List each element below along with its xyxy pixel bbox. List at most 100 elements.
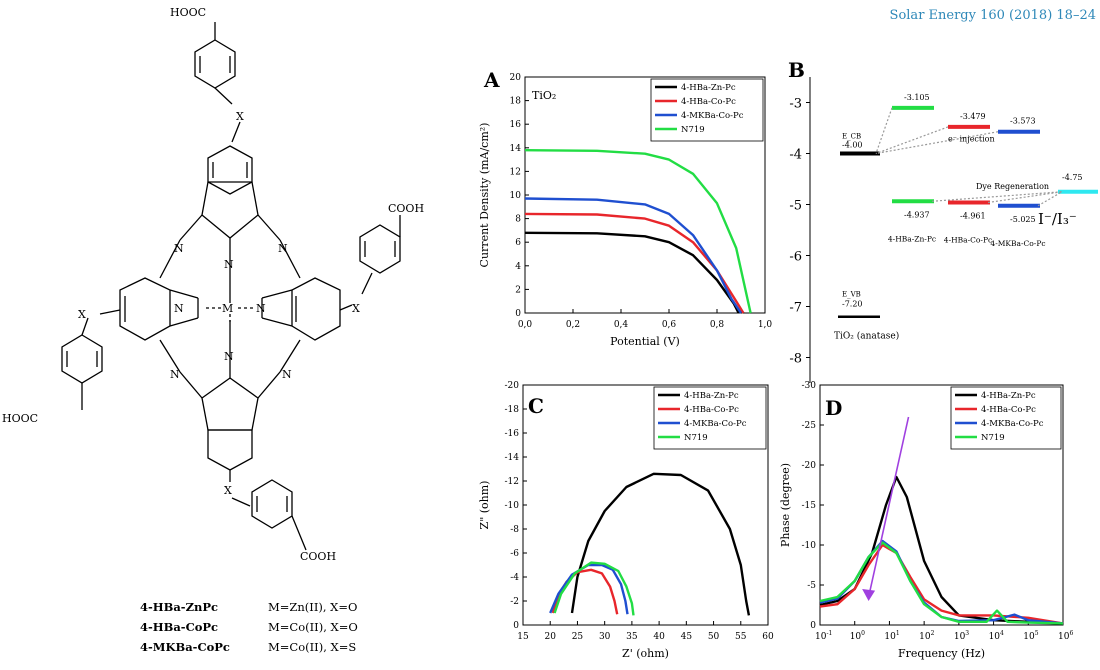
homo-value: -5.025 [1010, 215, 1036, 224]
series-line [524, 149, 752, 314]
cooh-bottom-label: COOH [300, 550, 336, 563]
y-tick-label: -10 [802, 541, 817, 551]
annotation-label: TiO₂ [532, 89, 556, 102]
series-line [819, 543, 1064, 625]
regeneration-label: Dye Regeneration [976, 182, 1049, 191]
y-tick-label: 18 [510, 97, 522, 107]
series-line [524, 197, 742, 314]
legend-label: 4-MKBa-Co-Pc [981, 419, 1044, 429]
x-tick-label: 55 [735, 632, 747, 642]
homo-value: -4.961 [960, 212, 986, 221]
trend-arrow [867, 416, 910, 598]
series-line [553, 561, 635, 616]
n-label: N [170, 368, 180, 381]
x-tick-exponent: 5 [1035, 630, 1039, 637]
phthalocyanine-structure: HOOC X COOH X X HOOC X COOH N N N N N M … [2, 6, 424, 563]
panel-a-jv-chart: A 0,0 0,2 0,4 0,6 0,8 1,0 0 2 4 6 8 10 12 14 16 18 20 Pote… [478, 68, 773, 348]
x-tick-label: 0,2 [566, 320, 580, 330]
y-tick-label: 10 [510, 191, 522, 201]
y-tick-label: 0 [515, 309, 521, 319]
legend-box [950, 386, 1062, 450]
y-tick-label: 8 [515, 215, 521, 225]
injection-path [875, 107, 893, 154]
x-bottom-label: X [224, 484, 232, 497]
y-tick-label: -4 [510, 573, 519, 583]
y-tick-label: -18 [505, 405, 520, 415]
y-tick-label: 14 [510, 144, 522, 154]
panel-letter: B [788, 58, 805, 82]
x-tick-label: 106 [1058, 630, 1073, 642]
legend-label: 4-HBa-Co-Pc [684, 405, 739, 415]
x-tick-label: 0,0 [518, 320, 533, 330]
regeneration-path [931, 191, 1063, 202]
compound-desc: M=Zn(II), X=O [268, 600, 358, 614]
n-label: N [174, 242, 184, 255]
regeneration-path [1037, 191, 1063, 207]
n-label: N [282, 368, 292, 381]
n-label: N [278, 242, 288, 255]
tio2-label: TiO₂ (anatase) [834, 331, 899, 342]
panel-d-bode-chart: D10-1 100 101 102 103 104 105 1060-5-10-15-20-2… [779, 381, 1073, 660]
x-tick-exponent: 4 [1000, 630, 1004, 637]
y-tick-label: -15 [802, 501, 817, 511]
x-tick-exponent: 6 [1069, 630, 1073, 637]
m-label: M [222, 302, 233, 315]
x-tick-label: 0,6 [662, 320, 677, 330]
y-tick-label: 20 [510, 73, 522, 83]
legend-label: 4-HBa-Co-Pc [981, 405, 1036, 415]
series-line [524, 212, 745, 314]
compound-desc: M=Co(II), X=O [268, 620, 358, 634]
y-tick-label: -8 [789, 352, 802, 367]
x-axis-label: Potential (V) [610, 335, 680, 348]
series-line [570, 472, 751, 616]
legend: 4-HBa-Zn-Pc 4-HBa-Co-Pc 4-MKBa-Co-Pc N719 [653, 386, 767, 450]
x-tick-label: 102 [919, 630, 934, 642]
ecb-label: E_CB [842, 133, 861, 141]
panel-letter: D [825, 396, 842, 420]
y-tick-label: 0 [513, 621, 519, 631]
x-tick-exponent: 2 [931, 630, 935, 637]
redox-value: -4.75 [1062, 173, 1083, 182]
legend-label: 4-HBa-Zn-Pc [981, 391, 1036, 401]
compound-name: 4-MKBa-CoPc [140, 640, 230, 654]
cooh-top-label: HOOC [170, 6, 206, 19]
legend: 4-HBa-Zn-Pc 4-HBa-Co-Pc 4-MKBa-Co-Pc N719 [950, 386, 1062, 450]
evb-label: E_VB [842, 291, 861, 299]
injection-label: e⁻ injection [948, 135, 995, 144]
compound-name: 4-HBa-CoPc [140, 620, 219, 634]
legend-label: 4-HBa-Co-Pc [681, 97, 736, 107]
n-label: N [256, 302, 266, 315]
evb-value: -7.20 [842, 300, 863, 309]
x-tick-label: 1,0 [758, 320, 773, 330]
y-tick-label: -6 [510, 549, 519, 559]
legend-label: 4-HBa-Zn-Pc [681, 83, 736, 93]
x-tick-label: 60 [762, 632, 774, 642]
n-label: N [224, 258, 234, 271]
panel-b-energy-diagram: B -3 -4 -5 -6 -7 -8 E_CB-4.00 E_VB-7.20 TiO₂ (ana… [788, 58, 1098, 383]
y-tick-label: -25 [802, 421, 817, 431]
x-tick-label: 35 [626, 632, 638, 642]
lumo-value: -3.105 [904, 93, 930, 102]
y-axis-label: Z" (ohm) [478, 481, 491, 530]
y-tick-label: 12 [510, 167, 521, 177]
y-tick-label: -7 [789, 301, 802, 316]
x-tick-label: 0,4 [614, 320, 629, 330]
y-tick-label: -12 [505, 477, 520, 487]
legend-label: N719 [684, 433, 708, 443]
y-tick-label: 6 [515, 238, 521, 248]
injection-path [875, 131, 999, 155]
y-tick-label: -20 [505, 381, 520, 391]
homo-value: -4.937 [904, 210, 930, 219]
lumo-value: -3.479 [960, 112, 986, 121]
y-tick-label: -20 [802, 461, 817, 471]
x-tick-exponent: 0 [861, 630, 865, 637]
n-label: N [224, 350, 234, 363]
legend-box [650, 78, 764, 142]
x-left-label: X [78, 308, 86, 321]
injection-path [875, 126, 949, 155]
y-tick-label: -3 [789, 97, 802, 112]
y-tick-label: -14 [505, 453, 520, 463]
panel-c-nyquist-chart: C 15 20 25 30 35 40 45 50 55 60 0 -2 -4 -6 -8 -10 -12 -14 -… [478, 381, 774, 660]
y-axis-label: Phase (degree) [779, 463, 792, 547]
dye-name: 4-HBa-Zn-Pc [888, 234, 936, 243]
